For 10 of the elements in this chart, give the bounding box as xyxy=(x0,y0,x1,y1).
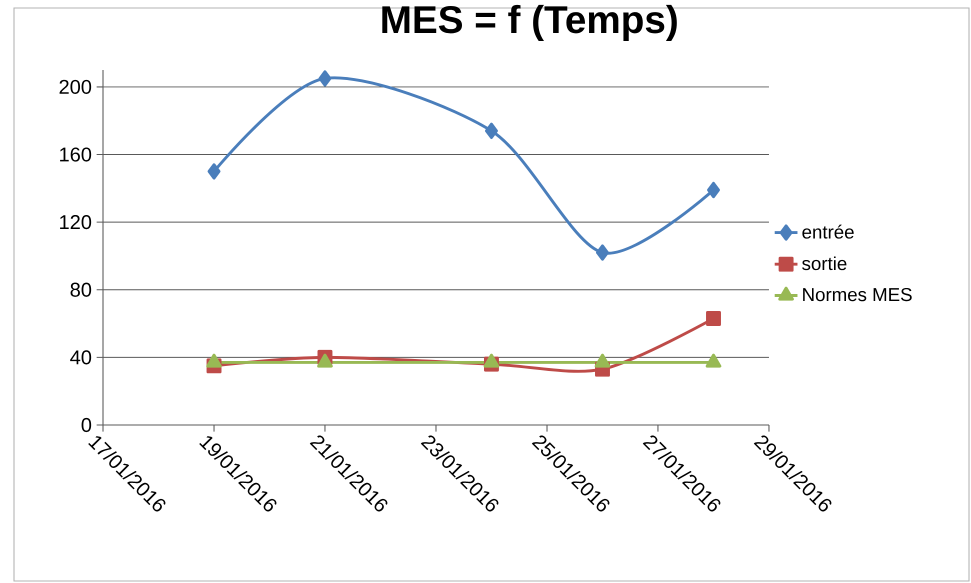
chart-title: MES = f (Temps) xyxy=(382,4,677,41)
y-tick-label: 200 xyxy=(60,80,92,94)
legend-label: sortie xyxy=(802,256,846,270)
y-tick-label: 0 xyxy=(82,418,92,432)
y-tick-label: 80 xyxy=(70,282,92,297)
y-tick-label: 120 xyxy=(60,215,92,230)
legend-label: entrée xyxy=(802,224,854,239)
y-tick-label: 40 xyxy=(70,350,92,364)
y-tick-label: 160 xyxy=(60,147,92,162)
legend-label: Normes MES xyxy=(803,288,912,302)
